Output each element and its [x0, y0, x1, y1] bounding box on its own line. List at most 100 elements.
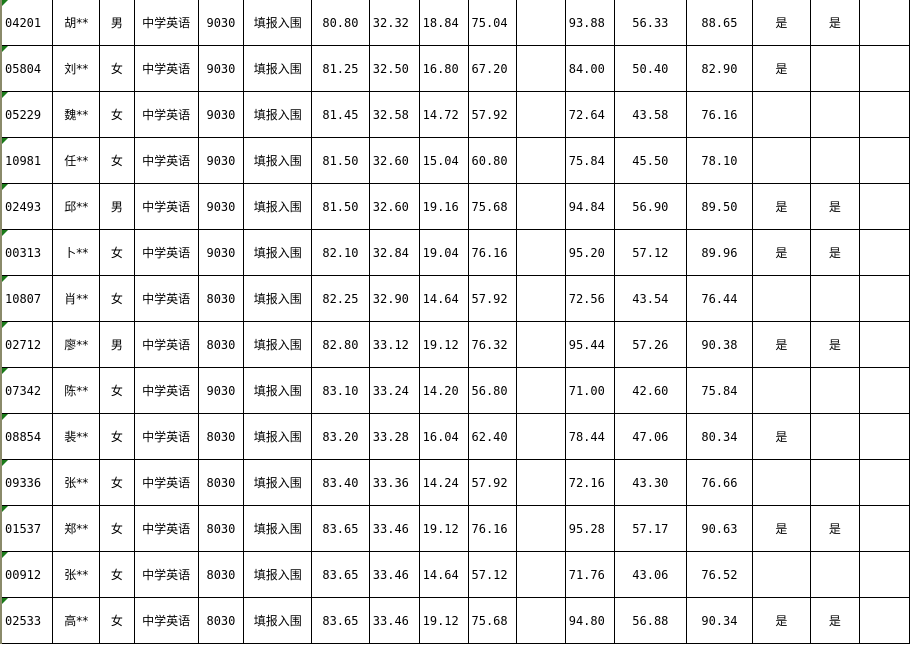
position-code-cell[interactable]: 8030 [197, 413, 245, 460]
status-cell[interactable]: 填报入围 [243, 0, 313, 46]
score-cell[interactable]: 32.58 [368, 91, 420, 138]
name-cell[interactable]: 郑** [52, 505, 101, 552]
score-cell[interactable]: 45.50 [613, 137, 688, 184]
status-cell[interactable]: 填报入围 [243, 137, 313, 184]
subject-cell[interactable]: 中学英语 [133, 137, 199, 184]
score-cell[interactable]: 82.10 [311, 229, 370, 276]
score-cell[interactable]: 80.80 [311, 0, 370, 46]
score-cell[interactable]: 19.04 [418, 229, 469, 276]
position-code-cell[interactable]: 9030 [197, 45, 245, 92]
name-cell[interactable]: 卜** [52, 229, 101, 276]
empty-cell[interactable] [516, 229, 566, 276]
score-cell[interactable]: 76.32 [467, 321, 518, 368]
applicant-id-cell[interactable]: 02712 [0, 321, 54, 368]
subject-cell[interactable]: 中学英语 [133, 0, 199, 46]
score-cell[interactable]: 72.16 [564, 459, 615, 506]
name-cell[interactable]: 张** [52, 459, 101, 506]
applicant-id-cell[interactable]: 04201 [0, 0, 54, 46]
score-cell[interactable]: 81.45 [311, 91, 370, 138]
gender-cell[interactable]: 女 [99, 505, 135, 552]
score-cell[interactable]: 14.20 [418, 367, 469, 414]
position-code-cell[interactable]: 8030 [197, 551, 245, 598]
score-cell[interactable]: 15.04 [418, 137, 469, 184]
empty-cell[interactable] [516, 137, 566, 184]
subject-cell[interactable]: 中学英语 [133, 597, 199, 644]
flag-cell[interactable]: 是 [810, 321, 860, 368]
subject-cell[interactable]: 中学英语 [133, 367, 199, 414]
empty-cell[interactable] [516, 321, 566, 368]
score-cell[interactable]: 33.36 [368, 459, 420, 506]
name-cell[interactable]: 陈** [52, 367, 101, 414]
score-cell[interactable]: 83.65 [311, 505, 370, 552]
applicant-id-cell[interactable]: 02533 [0, 597, 54, 644]
applicant-id-cell[interactable]: 08854 [0, 413, 54, 460]
gender-cell[interactable]: 女 [99, 597, 135, 644]
empty-cell[interactable] [516, 367, 566, 414]
score-cell[interactable]: 78.44 [564, 413, 615, 460]
score-cell[interactable]: 75.68 [467, 597, 518, 644]
subject-cell[interactable]: 中学英语 [133, 91, 199, 138]
flag-cell[interactable] [751, 91, 812, 138]
empty-cell[interactable] [516, 45, 566, 92]
total-score-cell[interactable]: 90.34 [686, 597, 753, 644]
position-code-cell[interactable]: 8030 [197, 597, 245, 644]
total-score-cell[interactable]: 89.50 [686, 183, 753, 230]
score-cell[interactable]: 83.20 [311, 413, 370, 460]
score-cell[interactable]: 42.60 [613, 367, 688, 414]
name-cell[interactable]: 魏** [52, 91, 101, 138]
flag-cell[interactable]: 是 [810, 229, 860, 276]
gender-cell[interactable]: 女 [99, 91, 135, 138]
score-cell[interactable]: 33.46 [368, 597, 420, 644]
empty-cell[interactable] [858, 459, 910, 506]
gender-cell[interactable]: 女 [99, 137, 135, 184]
score-cell[interactable]: 14.64 [418, 275, 469, 322]
gender-cell[interactable]: 女 [99, 229, 135, 276]
subject-cell[interactable]: 中学英语 [133, 183, 199, 230]
total-score-cell[interactable]: 76.44 [686, 275, 753, 322]
empty-cell[interactable] [858, 229, 910, 276]
score-cell[interactable]: 75.84 [564, 137, 615, 184]
score-cell[interactable]: 57.12 [613, 229, 688, 276]
flag-cell[interactable] [751, 459, 812, 506]
total-score-cell[interactable]: 76.16 [686, 91, 753, 138]
total-score-cell[interactable]: 88.65 [686, 0, 753, 46]
score-cell[interactable]: 82.25 [311, 275, 370, 322]
applicant-id-cell[interactable]: 05804 [0, 45, 54, 92]
status-cell[interactable]: 填报入围 [243, 91, 313, 138]
score-cell[interactable]: 14.64 [418, 551, 469, 598]
score-cell[interactable]: 83.65 [311, 597, 370, 644]
flag-cell[interactable] [810, 551, 860, 598]
gender-cell[interactable]: 女 [99, 413, 135, 460]
subject-cell[interactable]: 中学英语 [133, 45, 199, 92]
score-cell[interactable]: 33.24 [368, 367, 420, 414]
position-code-cell[interactable]: 8030 [197, 505, 245, 552]
position-code-cell[interactable]: 8030 [197, 459, 245, 506]
flag-cell[interactable]: 是 [810, 505, 860, 552]
score-cell[interactable]: 94.84 [564, 183, 615, 230]
name-cell[interactable]: 邱** [52, 183, 101, 230]
position-code-cell[interactable]: 9030 [197, 137, 245, 184]
total-score-cell[interactable]: 89.96 [686, 229, 753, 276]
score-cell[interactable]: 62.40 [467, 413, 518, 460]
flag-cell[interactable]: 是 [751, 597, 812, 644]
flag-cell[interactable] [751, 367, 812, 414]
empty-cell[interactable] [516, 551, 566, 598]
flag-cell[interactable] [810, 45, 860, 92]
score-cell[interactable]: 95.20 [564, 229, 615, 276]
score-cell[interactable]: 43.54 [613, 275, 688, 322]
position-code-cell[interactable]: 8030 [197, 321, 245, 368]
empty-cell[interactable] [516, 413, 566, 460]
empty-cell[interactable] [858, 183, 910, 230]
score-cell[interactable]: 83.65 [311, 551, 370, 598]
status-cell[interactable]: 填报入围 [243, 597, 313, 644]
empty-cell[interactable] [858, 321, 910, 368]
name-cell[interactable]: 高** [52, 597, 101, 644]
applicant-id-cell[interactable]: 00313 [0, 229, 54, 276]
score-cell[interactable]: 57.92 [467, 275, 518, 322]
gender-cell[interactable]: 女 [99, 551, 135, 598]
applicant-id-cell[interactable]: 02493 [0, 183, 54, 230]
position-code-cell[interactable]: 9030 [197, 0, 245, 46]
flag-cell[interactable] [810, 459, 860, 506]
score-cell[interactable]: 81.50 [311, 137, 370, 184]
status-cell[interactable]: 填报入围 [243, 551, 313, 598]
